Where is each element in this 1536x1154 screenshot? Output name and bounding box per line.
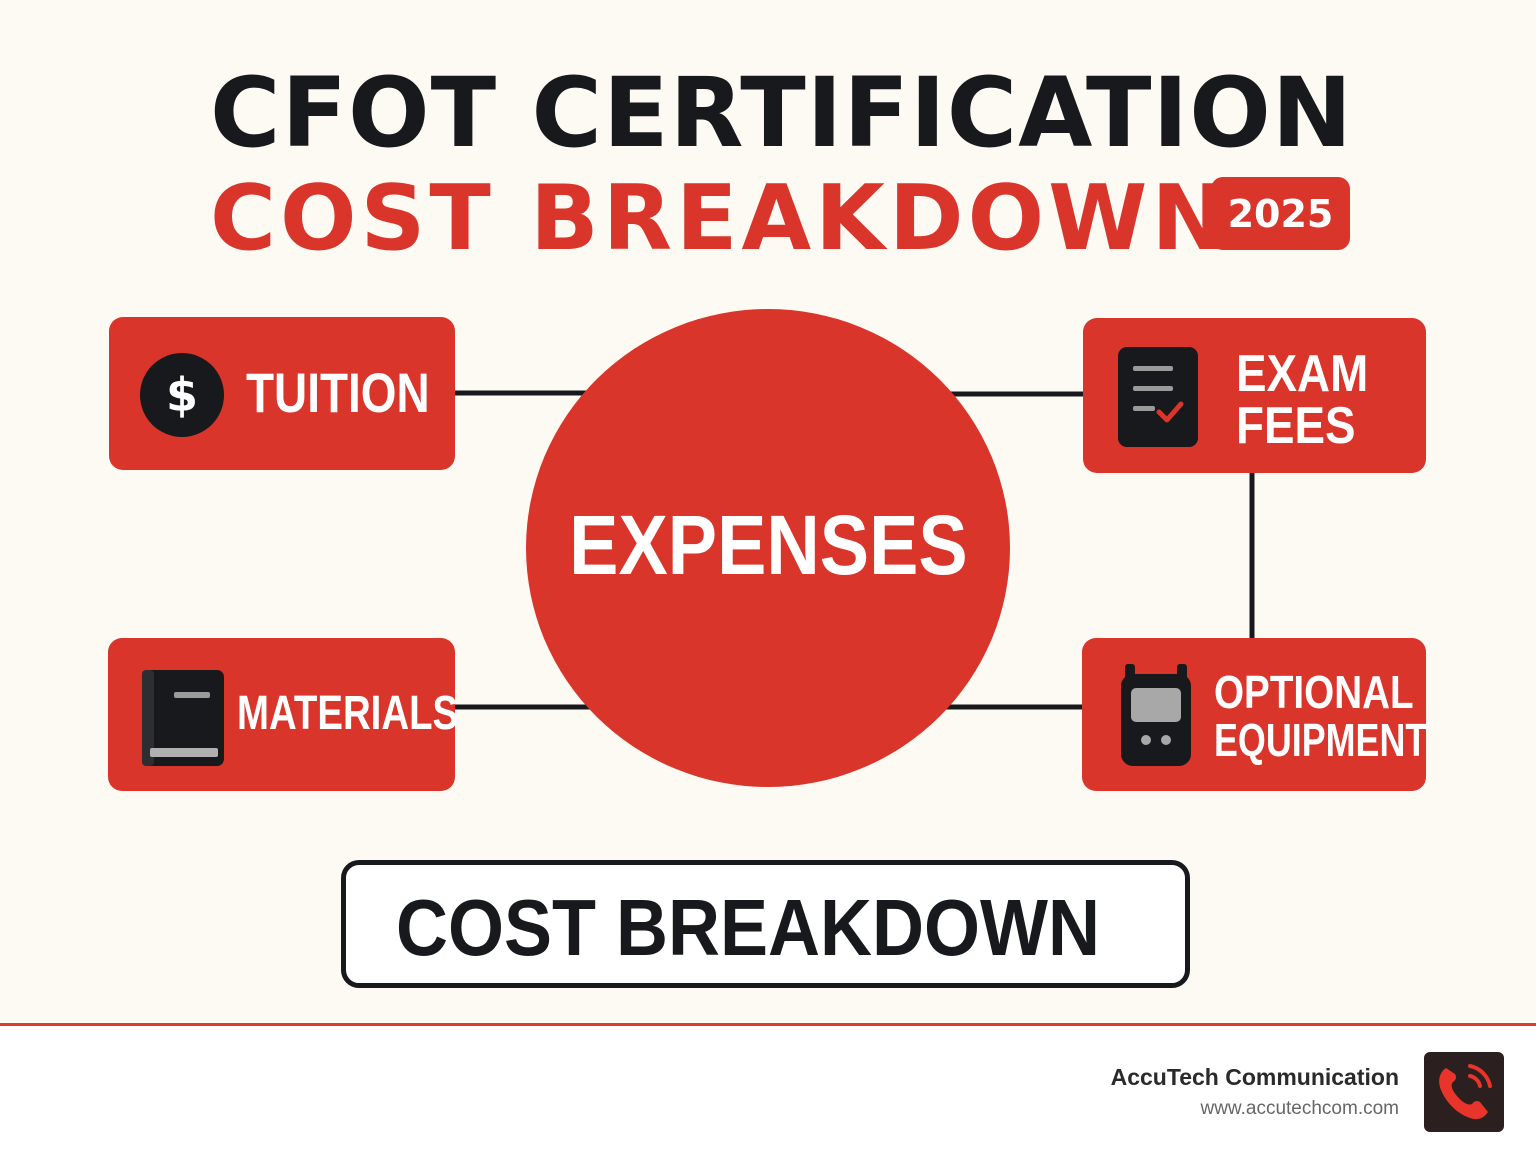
materials-label: MATERIALS: [237, 687, 459, 740]
book-icon: [142, 670, 224, 766]
footer: [0, 1026, 1536, 1154]
cost-breakdown-label: COST BREAKDOWN: [396, 883, 1100, 972]
device-icon: [1121, 664, 1191, 766]
company-name: AccuTech Communication: [1110, 1064, 1399, 1090]
exam-fees-label-1: EXAM: [1236, 345, 1369, 403]
expenses-circle: EXPENSES: [526, 309, 1010, 787]
dollar-icon: $: [140, 353, 224, 437]
materials-box: MATERIALS: [108, 638, 459, 791]
exam-fees-label-2: FEES: [1236, 397, 1356, 455]
optional-equipment-label-2: EQUIPMENT: [1214, 714, 1428, 766]
expenses-label: EXPENSES: [568, 497, 968, 592]
exam-fees-box: EXAM FEES: [1083, 318, 1426, 473]
cost-breakdown-box: COST BREAKDOWN: [341, 860, 1190, 988]
title-line-1: CFOT CERTIFICATION: [210, 57, 1354, 169]
optional-equipment-label-1: OPTIONAL: [1214, 666, 1414, 718]
tuition-label: TUITION: [246, 361, 430, 424]
optional-equipment-box: OPTIONAL EQUIPMENT: [1082, 638, 1428, 791]
year-badge: 2025: [1211, 177, 1350, 250]
company-logo: [1424, 1052, 1504, 1132]
footer-divider: [0, 1023, 1536, 1026]
tuition-box: $ TUITION: [109, 317, 455, 470]
title-line-2: COST BREAKDOWN: [210, 166, 1231, 271]
checklist-icon: [1118, 347, 1198, 447]
svg-text:$: $: [166, 368, 198, 422]
website-url[interactable]: www.accutechcom.com: [1200, 1098, 1399, 1119]
phone-icon: [1439, 1064, 1492, 1120]
